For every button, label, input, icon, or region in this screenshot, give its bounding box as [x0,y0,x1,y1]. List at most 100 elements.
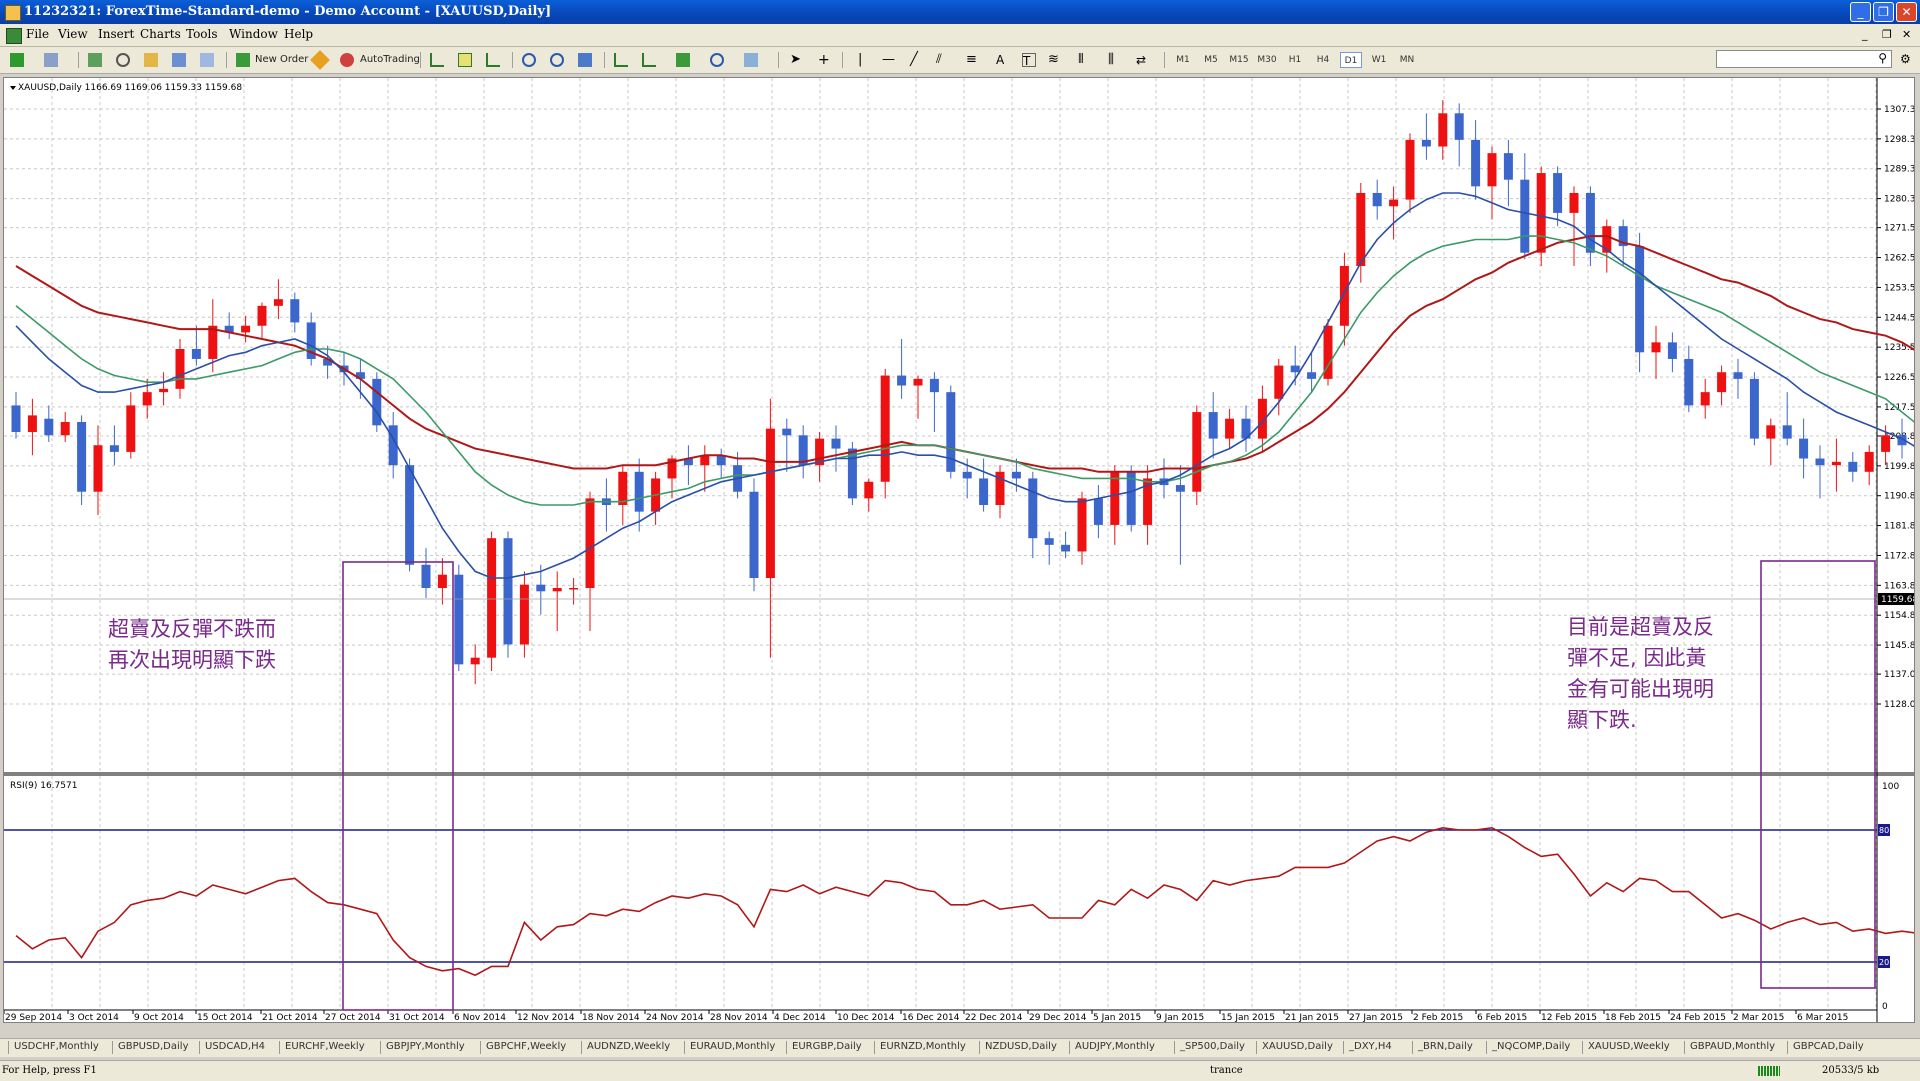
chart-tab[interactable]: EURGBP,Daily [792,1041,862,1052]
menu-view[interactable]: View [58,27,88,41]
timeframe-mn[interactable]: MN [1396,52,1418,68]
chart-tab[interactable]: GBPJPY,Monthly [386,1041,465,1052]
fibo-fan-icon[interactable]: ≋ [1048,53,1062,67]
chart-tab[interactable]: GBPCHF,Weekly [486,1041,566,1052]
line-chart-icon[interactable] [486,53,500,67]
menu-window[interactable]: Window [229,27,278,41]
profiles-icon[interactable] [44,53,58,67]
moving-average-line [16,193,1914,578]
tile-windows-icon[interactable] [578,53,592,67]
settings-icon[interactable]: ⚙ [1900,52,1911,66]
chart-tab[interactable]: XAUUSD,Weekly [1588,1041,1670,1052]
timeframe-h4[interactable]: H4 [1312,52,1334,68]
timeframe-h1[interactable]: H1 [1284,52,1306,68]
menu-file[interactable]: File [26,27,49,41]
candle-body [1520,180,1529,253]
timeframe-m5[interactable]: M5 [1200,52,1222,68]
chart-tab[interactable]: XAUUSD,Daily [1262,1041,1333,1052]
timeframe-m15[interactable]: M15 [1228,52,1250,68]
close-button[interactable]: ✕ [1896,2,1917,22]
cursor-icon[interactable]: ➤ [790,53,804,67]
maximize-button[interactable]: ❐ [1873,2,1894,22]
menu-insert[interactable]: Insert [98,27,134,41]
periods-icon[interactable] [710,53,724,67]
mdi-close-icon[interactable]: ✕ [1902,28,1911,41]
arrows-icon[interactable]: ⇄ [1136,53,1150,67]
data-window-icon[interactable] [144,53,158,67]
text-tool-icon[interactable]: A [996,53,1010,67]
menu-help[interactable]: Help [284,27,313,41]
menu-tools[interactable]: Tools [186,27,218,41]
candle-body [94,445,103,491]
chart-tab[interactable]: AUDNZD,Weekly [587,1041,670,1052]
mdi-restore-icon[interactable]: ❐ [1882,28,1892,41]
vertical-line-icon[interactable]: | [858,53,872,67]
navigator-icon[interactable] [116,53,130,67]
chart-tab[interactable]: USDCAD,H4 [205,1041,265,1052]
candle-body [28,415,37,432]
new-chart-icon[interactable] [10,53,24,67]
new-order-button[interactable]: New Order [255,51,308,69]
candle-body [930,379,939,392]
terminal-icon[interactable] [172,53,186,67]
chart-tab[interactable]: GBPCAD,Daily [1793,1041,1864,1052]
search-icon[interactable]: ⚲ [1878,51,1887,65]
indicators-icon[interactable] [676,53,690,67]
autotrading-button[interactable]: AutoTrading [360,51,420,69]
new-order-icon[interactable] [236,53,250,67]
zoom-in-icon[interactable] [522,53,536,67]
market-watch-icon[interactable] [88,53,102,67]
chart-tab[interactable]: _SP500,Daily [1180,1041,1245,1052]
chart-tab[interactable]: GBPAUD,Monthly [1690,1041,1775,1052]
chart-tab[interactable]: _DXY,H4 [1349,1041,1392,1052]
chart-tab[interactable]: _NQCOMP,Daily [1492,1041,1570,1052]
date-tick-label: 31 Oct 2014 [389,1013,445,1022]
crosshair-icon[interactable]: + [818,53,832,67]
chart-tab[interactable]: EURAUD,Monthly [690,1041,775,1052]
strategy-tester-icon[interactable] [200,53,214,67]
mdi-minimize-icon[interactable]: _ [1862,28,1868,41]
auto-scroll-icon[interactable] [642,53,656,67]
channel-icon[interactable]: ⫽ [936,53,950,67]
timeframe-m30[interactable]: M30 [1256,52,1278,68]
trendline-icon[interactable]: ╱ [910,53,924,67]
autotrading-icon[interactable] [340,53,354,67]
timeframe-m1[interactable]: M1 [1172,52,1194,68]
bar-chart-icon[interactable] [430,53,444,67]
chart-canvas[interactable]: 1307.301298.301289.301280.301271.551262.… [4,78,1914,1022]
date-tick-label: 3 Oct 2014 [69,1013,119,1022]
annotation-right-line-1: 目前是超賣及反 [1567,612,1714,643]
fibonacci-icon[interactable]: ≡ [966,53,980,67]
candle-body [1356,193,1365,266]
metaeditor-icon[interactable] [310,50,330,70]
chart-tab[interactable]: _BRN,Daily [1418,1041,1473,1052]
chart-tab[interactable]: EURCHF,Weekly [285,1041,365,1052]
search-input[interactable]: ⚲ [1716,50,1892,68]
zoom-out-icon[interactable] [550,53,564,67]
text-label-icon[interactable]: T [1022,53,1036,67]
date-tick-label: 2 Feb 2015 [1413,1013,1463,1022]
current-price-label: 1159.68 [1881,595,1914,605]
horizontal-line-icon[interactable]: — [882,53,896,67]
menu-charts[interactable]: Charts [140,27,181,41]
chart-window[interactable]: 1307.301298.301289.301280.301271.551262.… [3,77,1915,1023]
candle-body [1783,425,1792,438]
candle-body [1422,140,1431,147]
price-tick-label: 1172.80 [1884,551,1914,561]
minimize-button[interactable]: _ [1850,2,1871,22]
chart-tab[interactable]: EURNZD,Monthly [880,1041,966,1052]
templates-icon[interactable] [744,53,758,67]
candle-body [1192,412,1201,492]
chart-tab[interactable]: AUDJPY,Monthly [1075,1041,1155,1052]
chart-tab[interactable]: GBPUSD,Daily [118,1041,189,1052]
candlestick-icon[interactable] [458,53,472,67]
fibo-time-icon[interactable]: ⫼ [1108,53,1122,67]
timeframe-w1[interactable]: W1 [1368,52,1390,68]
date-tick-label: 22 Dec 2014 [965,1013,1023,1022]
gann-icon[interactable]: ⦀ [1078,53,1092,67]
chart-tab[interactable]: NZDUSD,Daily [985,1041,1057,1052]
timeframe-d1[interactable]: D1 [1340,52,1362,68]
chart-tab[interactable]: USDCHF,Monthly [14,1041,99,1052]
chart-shift-icon[interactable] [614,53,628,67]
